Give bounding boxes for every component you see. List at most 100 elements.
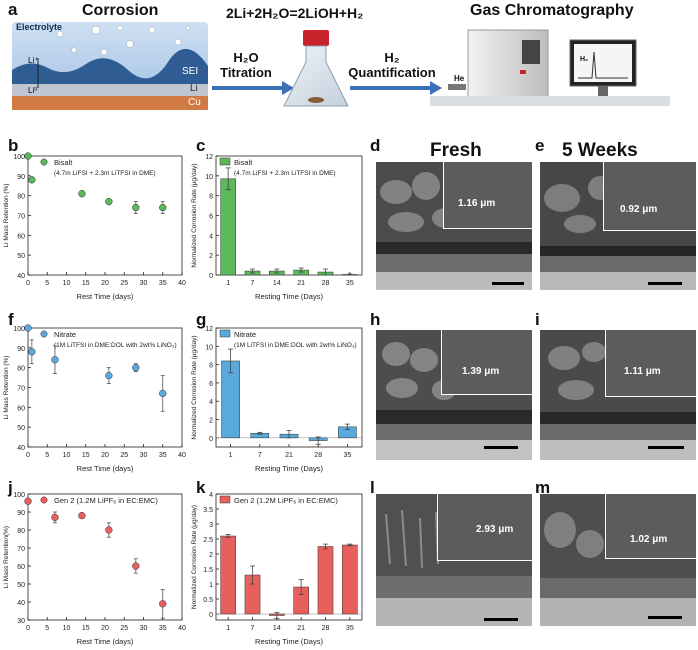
legend-label: Bisalt [234,158,253,167]
y-tick-label: 10 [205,174,213,181]
y-tick-label: 60 [17,405,25,412]
x-tick-label: 40 [178,280,186,287]
data-point [132,203,140,212]
y-tick-label: 90 [17,346,25,353]
corrosion-title: Corrosion [82,2,159,19]
y-tick-label: 10 [205,344,213,351]
y-tick-label: 50 [17,425,25,432]
x-tick-label: 30 [140,625,148,632]
y-tick-label: 12 [205,154,213,161]
y-tick-label: 80 [17,528,25,535]
panel-label-j: j [8,478,13,497]
x-tick-label: 28 [322,280,330,287]
gc-title: Gas Chromatography [470,2,634,19]
x-tick-label: 25 [120,280,128,287]
data-point [105,197,113,206]
data-point [159,600,167,608]
x-tick-label: 7 [258,452,262,459]
bar [220,178,236,276]
y-tick-label: 80 [17,194,25,201]
x-tick-label: 5 [45,280,49,287]
bar [220,535,236,615]
x-tick-label: 10 [63,452,71,459]
legend-swatch [219,495,231,504]
y-tick-label: 100 [13,326,25,333]
x-tick-label: 35 [159,625,167,632]
x-tick-label: 10 [63,625,71,632]
panel-label-b: b [8,136,19,155]
sem-inset-d [443,162,532,229]
cu-layer-label: Cu [188,97,201,108]
thickness-label-d: 1.16 μm [458,198,496,209]
y-axis-label: Normalized Corrosion Rate (μg/day) [191,163,198,267]
x-tick-label: 35 [159,280,167,287]
y-tick-label: 40 [17,600,25,607]
legend-note: (4.7m LiFSI + 2.3m LiTFSI in DME) [54,170,156,177]
data-point [51,513,59,522]
y-tick-label: 0.5 [203,597,213,604]
x-tick-label: 1 [226,625,230,632]
y-tick-label: 4 [209,233,213,240]
x-tick-label: 7 [251,625,255,632]
x-axis-label: Rest Time (days) [77,637,134,646]
legend-swatch [219,157,231,166]
chart-k: 0 0.5 1 1.5 2 2.5 3 3.5 4 1 7 14 21 28 35 Resting Time … [191,492,363,646]
chart-b: 40 50 60 70 80 90 100 0 5 10 15 20 25 30 35 40 Rest Time… [3,152,186,301]
x-tick-label: 25 [120,452,128,459]
y-tick-label: 2.5 [203,537,213,544]
li-zero-label: Li⁰ [28,86,38,95]
x-tick-label: 35 [159,452,167,459]
y-axis-label: Normalized Corrosion Rate (μg/day) [191,335,198,439]
gc-instrument [430,29,670,106]
x-tick-label: 15 [82,625,90,632]
x-tick-label: 20 [101,625,109,632]
panel-label-k: k [196,478,206,497]
data-point [159,389,167,398]
plot-frame [215,493,363,621]
legend-note: (1M LiTFSI in DME:DOL with 2wt% LiNO₃) [54,342,177,349]
x-tick-label: 35 [346,625,354,632]
y-tick-label: 30 [17,618,25,625]
x-tick-label: 0 [26,625,30,632]
scale-bar-m [648,616,682,619]
sem-inset-l [437,494,532,561]
legend-label: Nitrate [234,330,256,339]
column-title-fresh: Fresh [430,140,482,161]
legend-note: (1M LiTFSI in DME:DOL with 2wt% LiNO₃) [234,342,357,349]
sem-inset-i [605,330,696,397]
x-tick-label: 1 [229,452,233,459]
panel-label-d: d [370,136,381,155]
data-point [78,511,86,520]
x-tick-label: 21 [297,280,305,287]
y-tick-label: 70 [17,546,25,553]
x-tick-label: 15 [82,280,90,287]
y-tick-label: 100 [13,492,25,499]
x-tick-label: 5 [45,625,49,632]
chart-g: 0 2 4 6 8 10 12 1 7 21 28 35 Resting Time (Days) Norm… [191,326,363,473]
y-axis-label: Li Mass Retention (%) [3,184,10,248]
scale-bar-d [492,282,524,285]
y-tick-label: 2 [209,552,213,559]
plot-frame [27,493,183,621]
y-axis-label: Li Mass Retention (%) [3,356,10,420]
scale-bar-l [484,618,518,621]
data-point [28,348,36,356]
legend-label: Nitrate [54,330,76,339]
panel-label-a: a [8,0,18,19]
x-tick-label: 28 [322,625,330,632]
bar [342,544,358,615]
y-tick-label: 0 [209,612,213,619]
x-tick-label: 30 [140,280,148,287]
x-tick-label: 0 [26,280,30,287]
sem-image-h: 1.39 μm [376,330,532,460]
panel-label-f: f [8,310,14,329]
y-axis-label: Li Mass Retention(%) [3,526,10,588]
y-tick-label: 50 [17,253,25,260]
thickness-label-e: 0.92 μm [620,204,658,215]
sem-inset-h [441,330,532,395]
y-tick-label: 60 [17,564,25,571]
y-tick-label: 90 [17,174,25,181]
y-tick-label: 3.5 [203,507,213,514]
y-tick-label: 4 [209,492,213,499]
he-label: He [454,74,465,83]
